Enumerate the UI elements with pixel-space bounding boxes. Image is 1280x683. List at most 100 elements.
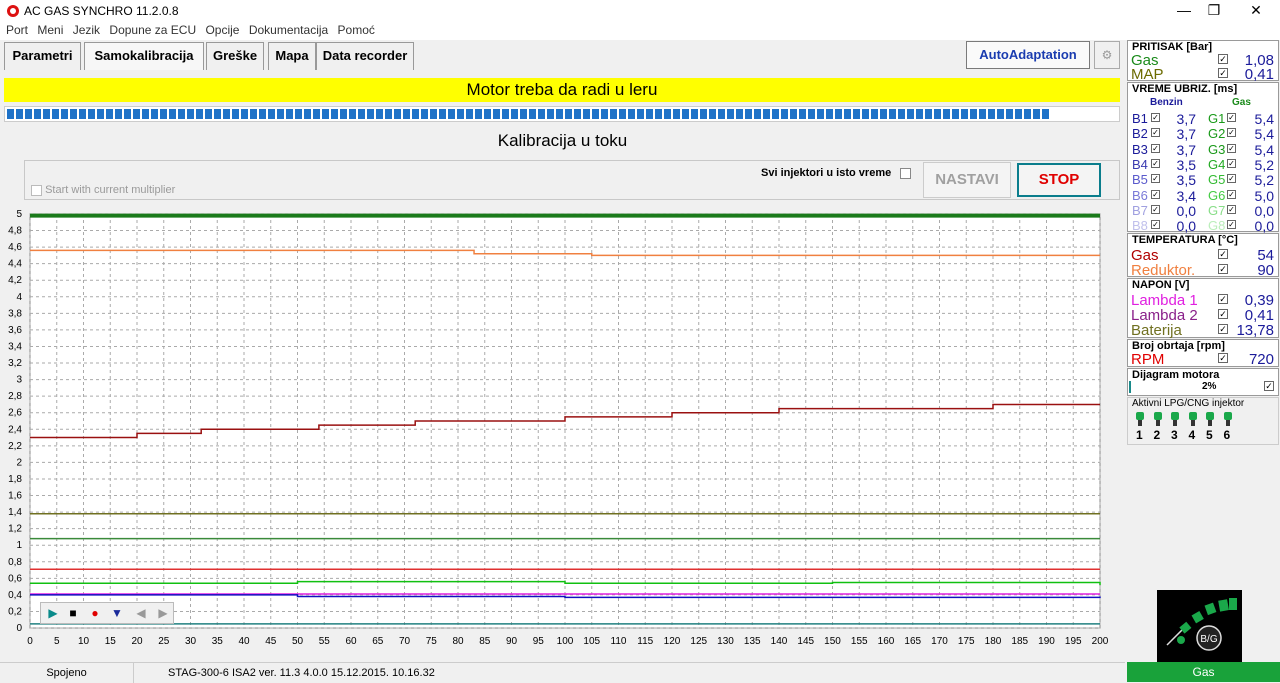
y-tick-label: 1,4 [8, 507, 22, 518]
record-icon[interactable]: ● [91, 606, 99, 620]
gas-injector-checkbox[interactable]: ✓ [1227, 113, 1236, 122]
x-tick-label: 190 [1038, 636, 1055, 647]
stop-icon[interactable]: ■ [69, 606, 77, 620]
x-tick-label: 60 [345, 636, 357, 647]
y-tick-label: 4,2 [8, 275, 22, 286]
temperatura-gas-checkbox[interactable]: ✓ [1218, 249, 1228, 259]
y-tick-label: 4,8 [8, 226, 22, 237]
gas-injector-label: G3 [1208, 141, 1226, 157]
benzin-injector-checkbox[interactable]: ✓ [1151, 113, 1160, 122]
x-tick-label: 160 [878, 636, 895, 647]
temperatura-reduktor-label: Reduktor. [1131, 262, 1196, 279]
gas-injector-checkbox[interactable]: ✓ [1227, 220, 1236, 230]
menu-port[interactable]: Port [6, 23, 29, 37]
rpm-checkbox[interactable]: ✓ [1218, 353, 1228, 363]
benzin-injector-checkbox[interactable]: ✓ [1151, 220, 1160, 230]
temperatura-gas-value: 54 [1257, 247, 1274, 264]
gas-injector-value: 5,4 [1254, 126, 1274, 143]
tab-samokalibracija[interactable]: Samokalibracija [84, 42, 204, 70]
gas-injector-checkbox[interactable]: ✓ [1227, 189, 1236, 199]
lambda2-row: Lambda 2 ✓ 0,41 [1128, 307, 1278, 324]
y-tick-label: 1 [16, 540, 22, 551]
y-tick-label: 3,8 [8, 308, 22, 319]
download-icon[interactable]: ▼ [111, 606, 123, 620]
injector-number: 5 [1206, 428, 1213, 442]
gas-mode-indicator[interactable]: Gas [1127, 662, 1280, 682]
menu-pomoc[interactable]: Pomoć [337, 23, 375, 37]
benzin-injector-label: B7 [1132, 202, 1148, 218]
stop-button[interactable]: STOP [1017, 163, 1101, 197]
restore-button[interactable]: ❐ [1207, 2, 1221, 18]
menu-dopune[interactable]: Dopune za ECU [109, 23, 197, 37]
benzin-injector-checkbox[interactable]: ✓ [1151, 128, 1160, 138]
menu-dokumentacija[interactable]: Dokumentacija [248, 23, 329, 37]
gas-injector-checkbox[interactable]: ✓ [1227, 204, 1236, 214]
nastavi-button[interactable]: NASTAVI [923, 162, 1011, 198]
x-tick-label: 150 [824, 636, 841, 647]
start-with-checkbox[interactable] [31, 184, 42, 196]
pritisak-gas-checkbox[interactable]: ✓ [1218, 54, 1228, 64]
gauge-label[interactable]: B/G [1200, 634, 1217, 645]
y-tick-label: 1,6 [8, 491, 22, 502]
gas-injector-value: 5,4 [1254, 111, 1274, 127]
y-tick-label: 2,6 [8, 408, 22, 419]
x-tick-label: 125 [690, 636, 707, 647]
close-button[interactable]: ✕ [1250, 2, 1262, 18]
prev-icon[interactable]: ◀ [136, 606, 146, 620]
svi-injektori-checkbox[interactable] [900, 167, 912, 179]
gas-injector-checkbox[interactable]: ✓ [1227, 143, 1236, 153]
x-tick-label: 80 [452, 636, 464, 647]
benzin-injector-checkbox[interactable]: ✓ [1151, 174, 1160, 184]
dijagram-checkbox[interactable]: ✓ [1264, 381, 1274, 391]
y-tick-label: 1,2 [8, 524, 22, 535]
minimize-button[interactable]: — [1177, 2, 1191, 18]
tab-data-recorder[interactable]: Data recorder [316, 42, 414, 70]
injector-icon [1171, 412, 1179, 426]
play-icon[interactable]: ▶ [48, 606, 58, 620]
y-tick-label: 0,2 [8, 606, 22, 617]
pritisak-map-checkbox[interactable]: ✓ [1218, 68, 1228, 78]
gas-injector-checkbox[interactable]: ✓ [1227, 158, 1236, 168]
lambda2-checkbox[interactable]: ✓ [1218, 309, 1228, 319]
gas-injector-checkbox[interactable]: ✓ [1227, 174, 1236, 184]
benzin-injector-checkbox[interactable]: ✓ [1151, 204, 1160, 214]
x-tick-label: 85 [479, 636, 491, 647]
baterija-checkbox[interactable]: ✓ [1218, 324, 1228, 334]
menu-opcije[interactable]: Opcije [205, 23, 240, 37]
rpm-label: RPM [1131, 351, 1165, 368]
series-line [30, 249, 1100, 257]
dijagram-value: 2% [1202, 381, 1217, 392]
progress-fill [7, 109, 1051, 119]
napon-header: NAPON [V] [1132, 279, 1190, 291]
menu-meni[interactable]: Meni [37, 23, 64, 37]
svi-injektori-option[interactable]: Svi injektori u isto vreme [761, 167, 912, 179]
temperatura-reduktor-checkbox[interactable]: ✓ [1218, 264, 1228, 274]
tab-parametri[interactable]: Parametri [4, 42, 81, 70]
ecu-info: STAG-300-6 ISA2 ver. 11.3 4.0.0 15.12.20… [168, 667, 435, 679]
calibration-progress-bar [4, 106, 1120, 122]
y-tick-label: 3,2 [8, 358, 22, 369]
gas-injector-value: 5,0 [1254, 187, 1274, 204]
x-tick-label: 120 [664, 636, 681, 647]
menu-jezik[interactable]: Jezik [72, 23, 101, 37]
autoadaptation-button[interactable]: AutoAdaptation [966, 41, 1090, 69]
x-tick-label: 45 [265, 636, 277, 647]
gas-injector-checkbox[interactable]: ✓ [1227, 128, 1236, 138]
tab-greske[interactable]: Greške [206, 42, 264, 70]
tab-mapa[interactable]: Mapa [268, 42, 316, 70]
benzin-injector-value: 0,0 [1176, 218, 1196, 235]
benzin-injector-checkbox[interactable]: ✓ [1151, 143, 1160, 153]
y-tick-label: 0,4 [8, 590, 22, 601]
lambda1-checkbox[interactable]: ✓ [1218, 294, 1228, 304]
benzin-injector-checkbox[interactable]: ✓ [1151, 189, 1160, 199]
benzin-injector-checkbox[interactable]: ✓ [1151, 158, 1160, 168]
benzin-injector-label: B8 [1132, 218, 1148, 234]
x-tick-label: 75 [426, 636, 438, 647]
y-tick-label: 3 [16, 375, 22, 386]
next-icon[interactable]: ▶ [158, 606, 168, 620]
wrench-icon[interactable]: ⚙ [1094, 41, 1120, 69]
y-tick-label: 0,6 [8, 573, 22, 584]
start-with-multiplier-option[interactable]: Start with current multiplier [31, 184, 175, 196]
x-tick-label: 90 [506, 636, 518, 647]
